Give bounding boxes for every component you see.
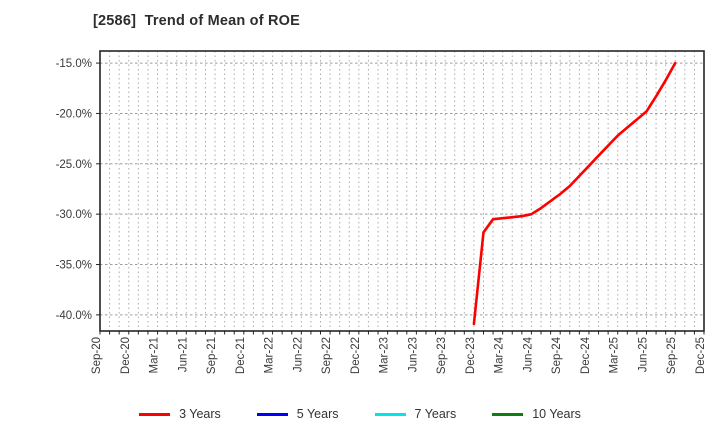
- x-axis-label: Sep-23: [436, 337, 448, 374]
- x-axis-label: Dec-24: [580, 336, 592, 374]
- x-axis-label: Dec-21: [235, 337, 247, 374]
- legend-swatch-7-years: [374, 412, 406, 416]
- x-axis-label: Jun-24: [522, 336, 534, 372]
- x-axis-label: Dec-20: [120, 337, 132, 374]
- y-axis-label: -20.0%: [56, 108, 92, 120]
- x-axis-label: Sep-24: [551, 336, 563, 374]
- x-axis-label: Sep-20: [91, 337, 103, 374]
- x-axis-label: Mar-21: [149, 337, 161, 373]
- x-axis-label: Dec-22: [350, 337, 362, 374]
- axis-ticks: [96, 62, 705, 335]
- x-axis-label: Sep-21: [206, 337, 218, 374]
- y-axis-label: -25.0%: [56, 159, 92, 171]
- x-axis-label: Sep-25: [666, 337, 678, 374]
- x-axis-label: Mar-23: [379, 337, 391, 373]
- x-axis-label: Mar-24: [494, 336, 506, 373]
- legend-label-5-years: 5 Years: [296, 407, 339, 421]
- chart-title: [2586] Trend of Mean of ROE: [93, 13, 301, 29]
- axis-labels: -15.0% -20.0% -25.0% -30.0% -35.0% -40.0% Sep-…: [56, 58, 707, 374]
- x-axis-label: Jun-21: [177, 337, 189, 372]
- series-line-3-years: [472, 61, 677, 326]
- x-axis-label: Dec-23: [465, 337, 477, 374]
- legend-item-10-years: 10 Years: [492, 407, 581, 421]
- legend: 3 Years 5 Years 7 Years 10 Years: [0, 402, 720, 426]
- legend-item-3-years: 3 Years: [139, 407, 221, 421]
- legend-item-5-years: 5 Years: [256, 407, 339, 421]
- legend-swatch-3-years: [139, 412, 171, 416]
- y-axis-label: -35.0%: [56, 260, 92, 272]
- x-axis-label: Jun-23: [407, 337, 419, 372]
- legend-swatch-10-years: [492, 412, 524, 416]
- x-axis-label: Dec-25: [695, 337, 707, 374]
- gridlines: [100, 51, 704, 331]
- legend-swatch-5-years: [256, 412, 288, 416]
- x-axis-label: Sep-22: [321, 337, 333, 374]
- legend-item-7-years: 7 Years: [374, 407, 457, 421]
- y-axis-label: -15.0%: [56, 58, 92, 70]
- legend-label-7-years: 7 Years: [414, 407, 457, 421]
- x-axis-label: Mar-22: [264, 337, 276, 373]
- y-axis-label: -40.0%: [56, 310, 92, 322]
- legend-label-3-years: 3 Years: [179, 407, 221, 421]
- legend-label-10-years: 10 Years: [532, 407, 581, 421]
- x-axis-label: Mar-25: [609, 337, 621, 373]
- plot-canvas: -15.0% -20.0% -25.0% -30.0% -35.0% -40.0% Sep-…: [56, 50, 707, 374]
- x-axis-label: Jun-22: [292, 337, 304, 372]
- plot-border: [99, 50, 705, 332]
- x-axis-label: Jun-25: [637, 337, 649, 372]
- y-axis-label: -30.0%: [56, 209, 92, 221]
